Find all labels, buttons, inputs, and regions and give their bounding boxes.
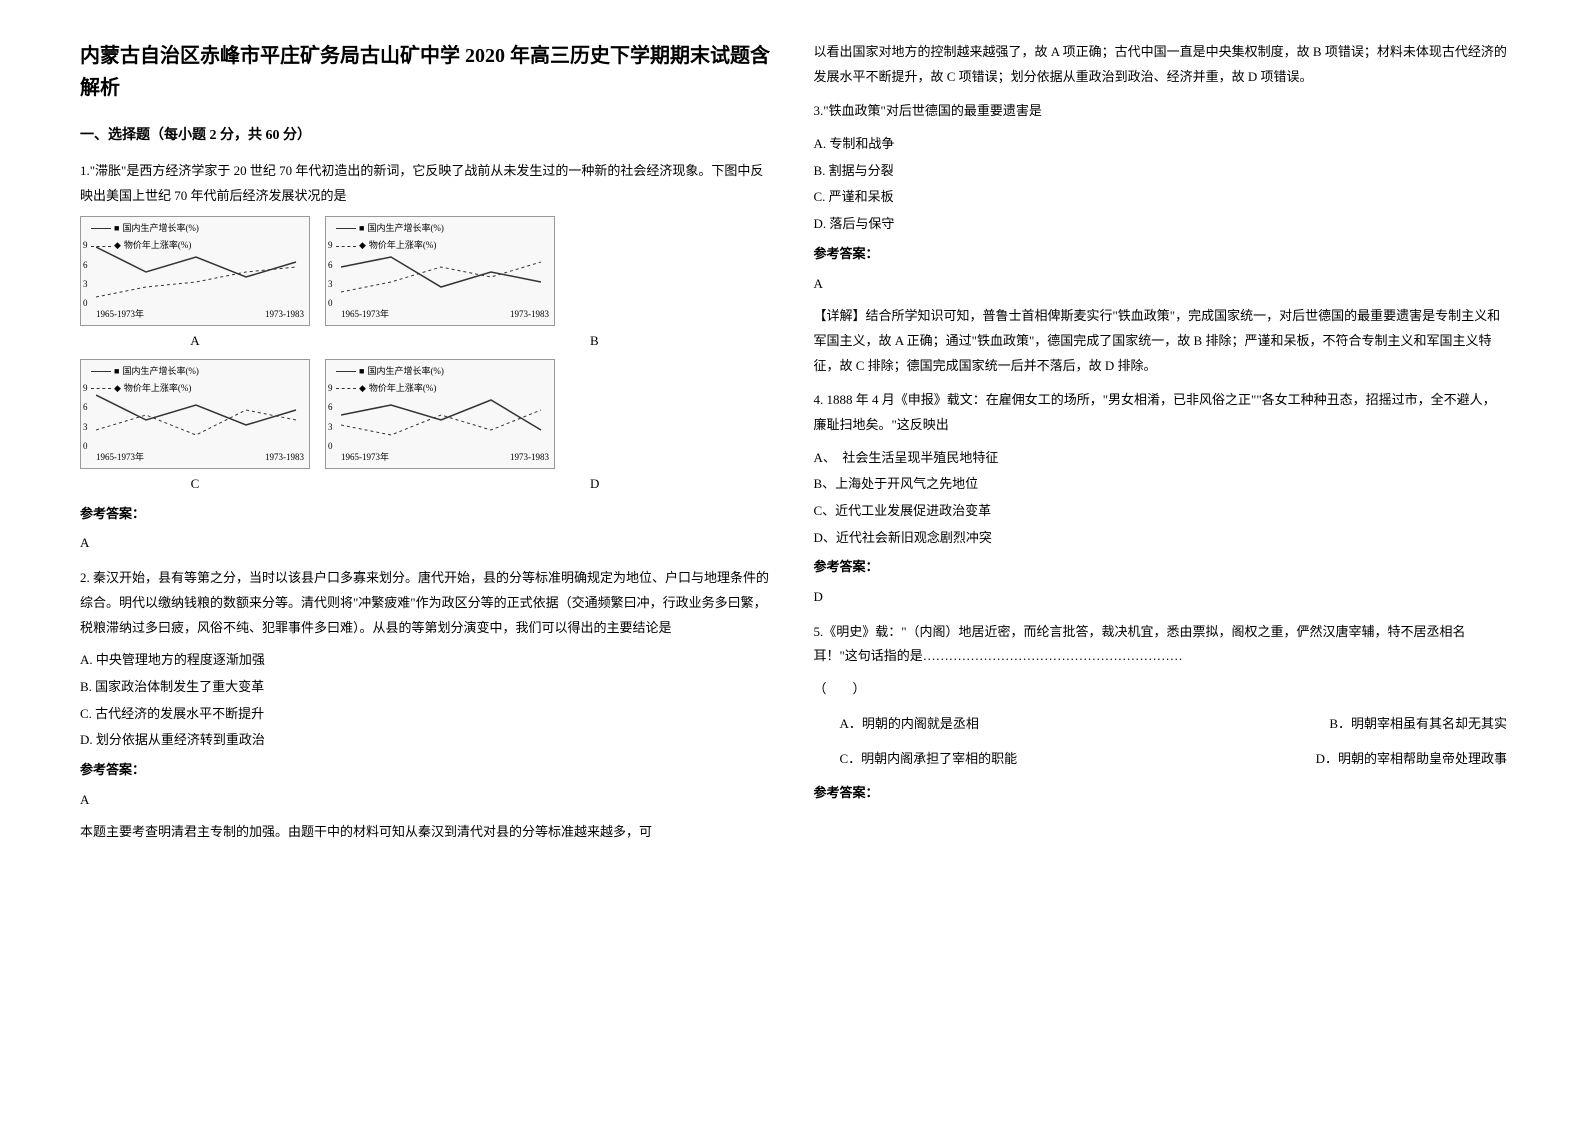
x-axis: 1965-1973年 1973-1983 — [96, 449, 304, 466]
q1-answer: A — [80, 531, 774, 556]
q2-continuation: 以看出国家对地方的控制越来越强了，故 A 项正确；古代中国一直是中央集权制度，故… — [814, 40, 1508, 89]
q5-paren: （ ） — [814, 677, 1508, 702]
q3-text: 3."铁血政策"对后世德国的最重要遗害是 — [814, 99, 1508, 124]
y-axis: 9 6 3 0 — [83, 380, 88, 455]
x-axis: 1965-1973年 1973-1983 — [96, 306, 304, 323]
chart-c-svg — [96, 380, 306, 455]
section-header: 一、选择题（每小题 2 分，共 60 分） — [80, 124, 774, 144]
q4-text: 4. 1888 年 4 月《申报》载文：在雇佣女工的场所，"男女相淆，已非风俗之… — [814, 388, 1508, 437]
page-title: 内蒙古自治区赤峰市平庄矿务局古山矿中学 2020 年高三历史下学期期末试题含解析 — [80, 40, 774, 104]
q5-optD: D．明朝的宰相帮助皇帝处理政事 — [1160, 747, 1507, 772]
q5-answer-label: 参考答案： — [814, 781, 1508, 806]
q5-optB: B．明朝宰相虽有其名却无其实 — [1160, 712, 1507, 737]
question-5: 5.《明史》载："（内阁）地居近密，而纶言批答，裁决机宜，悉由票拟，阁权之重，俨… — [814, 620, 1508, 806]
chart-b-svg — [341, 237, 551, 312]
y-axis: 9 6 3 0 — [328, 380, 333, 455]
q4-answer: D — [814, 585, 1508, 610]
q2-optC: C. 古代经济的发展水平不断提升 — [80, 702, 774, 727]
q2-text: 2. 秦汉开始，县有等第之分，当时以该县户口多寡来划分。唐代开始，县的分等标准明… — [80, 566, 774, 640]
question-3: 3."铁血政策"对后世德国的最重要遗害是 A. 专制和战争 B. 割据与分裂 C… — [814, 99, 1508, 378]
q4-answer-label: 参考答案： — [814, 555, 1508, 580]
question-1: 1."滞胀"是西方经济学家于 20 世纪 70 年代初造出的新词，它反映了战前从… — [80, 159, 774, 556]
y-axis: 9 6 3 0 — [328, 237, 333, 312]
q2-optA: A. 中央管理地方的程度逐渐加强 — [80, 648, 774, 673]
left-column: 内蒙古自治区赤峰市平庄矿务局古山矿中学 2020 年高三历史下学期期末试题含解析… — [60, 40, 794, 1082]
legend-text: 国内生产增长率(%) — [367, 363, 444, 380]
col2-top: 以看出国家对地方的控制越来越强了，故 A 项正确；古代中国一直是中央集权制度，故… — [814, 40, 1508, 89]
q2-answer-label: 参考答案： — [80, 758, 774, 783]
q1-answer-label: 参考答案： — [80, 502, 774, 527]
chart-row-2: ■国内生产增长率(%) ◆物价年上涨率(%) 9 6 3 0 — [80, 359, 774, 497]
q3-explanation: 【详解】结合所学知识可知，普鲁士首相俾斯麦实行"铁血政策"，完成国家统一，对后世… — [814, 304, 1508, 378]
q3-optA: A. 专制和战争 — [814, 132, 1508, 157]
chart-d-wrapper: ■国内生产增长率(%) ◆物价年上涨率(%) 9 6 3 0 — [325, 359, 555, 497]
question-2: 2. 秦汉开始，县有等第之分，当时以该县户口多寡来划分。唐代开始，县的分等标准明… — [80, 566, 774, 845]
question-4: 4. 1888 年 4 月《申报》载文：在雇佣女工的场所，"男女相淆，已非风俗之… — [814, 388, 1508, 610]
q2-optB: B. 国家政治体制发生了重大变革 — [80, 675, 774, 700]
chart-d-svg — [341, 380, 551, 455]
chart-d: ■国内生产增长率(%) ◆物价年上涨率(%) 9 6 3 0 — [325, 359, 555, 469]
chart-b-label: B — [590, 329, 599, 354]
q3-answer: A — [814, 272, 1508, 297]
q3-answer-label: 参考答案： — [814, 242, 1508, 267]
chart-c-wrapper: ■国内生产增长率(%) ◆物价年上涨率(%) 9 6 3 0 — [80, 359, 310, 497]
q4-optA: A、 社会生活呈现半殖民地特征 — [814, 446, 1508, 471]
q4-optD: D、近代社会新旧观念剧烈冲突 — [814, 526, 1508, 551]
q3-optC: C. 严谨和呆板 — [814, 185, 1508, 210]
right-column: 以看出国家对地方的控制越来越强了，故 A 项正确；古代中国一直是中央集权制度，故… — [794, 40, 1528, 1082]
x-axis: 1965-1973年 1973-1983 — [341, 306, 549, 323]
q4-optC: C、近代工业发展促进政治变革 — [814, 499, 1508, 524]
q2-optD: D. 划分依据从重经济转到重政治 — [80, 728, 774, 753]
legend-text: 国内生产增长率(%) — [122, 220, 199, 237]
q3-optB: B. 割据与分裂 — [814, 159, 1508, 184]
q4-optB: B、上海处于开风气之先地位 — [814, 472, 1508, 497]
q5-text: 5.《明史》载："（内阁）地居近密，而纶言批答，裁决机宜，悉由票拟，阁权之重，俨… — [814, 620, 1508, 669]
q5-optA: A．明朝的内阁就是丞相 — [814, 712, 1161, 737]
chart-c-label: C — [80, 472, 310, 497]
chart-c: ■国内生产增长率(%) ◆物价年上涨率(%) 9 6 3 0 — [80, 359, 310, 469]
q2-explanation: 本题主要考查明清君主专制的加强。由题干中的材料可知从秦汉到清代对县的分等标准越来… — [80, 820, 774, 845]
chart-a-wrapper: ■国内生产增长率(%) ◆物价年上涨率(%) 9 6 3 0 — [80, 216, 310, 354]
q5-optC: C．明朝内阁承担了宰相的职能 — [814, 747, 1161, 772]
chart-a-label: A — [80, 329, 310, 354]
chart-d-label: D — [590, 472, 599, 497]
chart-b-wrapper: ■国内生产增长率(%) ◆物价年上涨率(%) 9 6 3 0 — [325, 216, 555, 354]
y-axis: 9 6 3 0 — [83, 237, 88, 312]
q3-optD: D. 落后与保守 — [814, 212, 1508, 237]
q5-options: A．明朝的内阁就是丞相 B．明朝宰相虽有其名却无其实 C．明朝内阁承担了宰相的职… — [814, 712, 1508, 771]
chart-a: ■国内生产增长率(%) ◆物价年上涨率(%) 9 6 3 0 — [80, 216, 310, 326]
chart-a-svg — [96, 237, 306, 312]
chart-container: ■国内生产增长率(%) ◆物价年上涨率(%) 9 6 3 0 — [80, 216, 774, 496]
q1-text: 1."滞胀"是西方经济学家于 20 世纪 70 年代初造出的新词，它反映了战前从… — [80, 159, 774, 208]
q2-answer: A — [80, 788, 774, 813]
legend-text: 国内生产增长率(%) — [122, 363, 199, 380]
legend-text: 国内生产增长率(%) — [367, 220, 444, 237]
chart-row-1: ■国内生产增长率(%) ◆物价年上涨率(%) 9 6 3 0 — [80, 216, 774, 354]
chart-b: ■国内生产增长率(%) ◆物价年上涨率(%) 9 6 3 0 — [325, 216, 555, 326]
x-axis: 1965-1973年 1973-1983 — [341, 449, 549, 466]
